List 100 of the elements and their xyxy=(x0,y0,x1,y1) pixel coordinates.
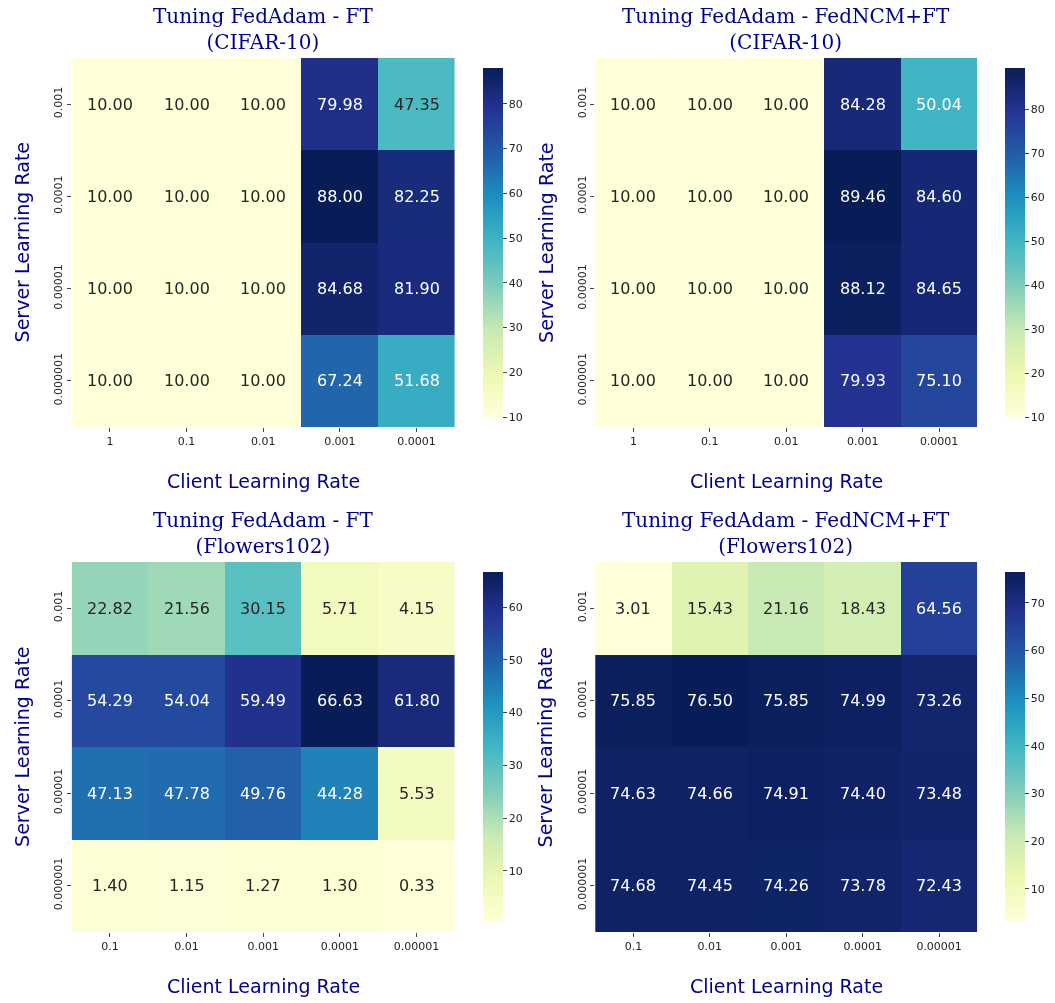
chart-title: Tuning FedAdam - FT (Flowers102) xyxy=(153,508,374,558)
data-label: 10.00 xyxy=(610,187,656,206)
x-tick-label: 0.01 xyxy=(174,940,199,954)
y-tick-label: 0.00001 xyxy=(575,264,589,310)
data-label: 49.76 xyxy=(240,784,286,803)
color-bar-label: 50 xyxy=(1030,692,1045,706)
data-label: 10.00 xyxy=(240,95,286,114)
data-label: 10.00 xyxy=(687,279,733,298)
data-label: 10.00 xyxy=(87,371,133,390)
y-axis-title: Server Learning Rate xyxy=(534,142,557,343)
color-bar-label: 70 xyxy=(508,142,523,156)
data-label: 10.00 xyxy=(687,371,733,390)
x-axis-title: Client Learning Rate xyxy=(167,470,361,492)
y-tick-label: 0.0001 xyxy=(575,175,589,214)
data-label: 30.15 xyxy=(240,599,286,618)
data-label: 10.00 xyxy=(610,279,656,298)
data-label: 89.46 xyxy=(840,187,886,206)
data-label: 79.93 xyxy=(840,371,886,390)
data-label: 73.78 xyxy=(840,876,886,895)
x-tick-label: 0.01 xyxy=(774,435,799,449)
data-label: 10.00 xyxy=(763,95,809,114)
color-bar-label: 10 xyxy=(1030,882,1045,896)
data-label: 54.04 xyxy=(164,691,210,710)
data-label: 74.40 xyxy=(840,784,886,803)
data-label: 22.82 xyxy=(87,599,133,618)
color-bar-label: 60 xyxy=(1030,644,1045,658)
color-bar-label: 10 xyxy=(1030,410,1045,424)
color-bar-label: 50 xyxy=(508,653,523,667)
data-label: 61.80 xyxy=(394,691,440,710)
data-label: 74.99 xyxy=(840,691,886,710)
data-label: 44.28 xyxy=(317,784,363,803)
y-tick-label: 0.00001 xyxy=(575,768,589,815)
data-label: 10.00 xyxy=(87,279,133,298)
y-tick-label: 0.00001 xyxy=(52,264,66,310)
x-tick-label: 0.00001 xyxy=(393,940,440,954)
color-bar-label: 40 xyxy=(508,706,523,720)
data-label: 84.68 xyxy=(317,279,363,298)
data-label: 73.26 xyxy=(916,691,962,710)
data-label: 10.00 xyxy=(164,371,210,390)
data-label: 4.15 xyxy=(399,599,435,618)
y-tick-label: 0.001 xyxy=(52,86,66,119)
data-label: 75.10 xyxy=(916,371,962,390)
data-label: 10.00 xyxy=(164,95,210,114)
color-bar-label: 30 xyxy=(1030,787,1045,801)
data-label: 74.66 xyxy=(687,784,733,803)
data-label: 10.00 xyxy=(687,187,733,206)
data-label: 74.68 xyxy=(610,876,656,895)
data-label: 72.43 xyxy=(916,876,962,895)
x-tick-label: 0.01 xyxy=(697,940,723,954)
x-axis-title: Client Learning Rate xyxy=(690,975,884,997)
chart-title: Tuning FedAdam - FT (CIFAR-10) xyxy=(153,4,374,54)
color-bar-label: 60 xyxy=(508,187,523,201)
x-tick-label: 0.001 xyxy=(324,435,356,449)
data-label: 10.00 xyxy=(763,187,809,206)
data-label: 79.98 xyxy=(317,95,363,114)
color-bar-label: 10 xyxy=(508,410,523,424)
data-label: 1.40 xyxy=(92,876,128,895)
data-label: 64.56 xyxy=(916,599,962,618)
data-label: 74.45 xyxy=(687,876,733,895)
x-axis-title: Client Learning Rate xyxy=(167,975,361,997)
data-label: 3.01 xyxy=(615,599,651,618)
color-bar-label: 20 xyxy=(1030,366,1045,380)
data-label: 84.28 xyxy=(840,95,886,114)
color-bar-label: 10 xyxy=(508,864,523,878)
data-label: 10.00 xyxy=(610,371,656,390)
data-label: 10.00 xyxy=(87,187,133,206)
x-tick-label: 0.001 xyxy=(770,940,803,954)
x-tick-label: 1 xyxy=(629,435,637,449)
color-bar-label: 20 xyxy=(508,812,523,826)
y-tick-label: 0.0001 xyxy=(575,679,589,719)
x-axis-title: Client Learning Rate xyxy=(690,470,884,492)
data-label: 51.68 xyxy=(394,371,440,390)
color-bar-label: 20 xyxy=(1030,834,1045,848)
x-tick-label: 0.0001 xyxy=(397,435,436,449)
color-bar-label: 30 xyxy=(1030,323,1045,337)
data-label: 10.00 xyxy=(687,95,733,114)
data-label: 75.85 xyxy=(763,691,809,710)
data-label: 18.43 xyxy=(840,599,886,618)
data-label: 10.00 xyxy=(240,279,286,298)
x-tick-label: 0.1 xyxy=(101,940,119,954)
y-tick-label: 0.000001 xyxy=(52,352,66,406)
color-bar-label: 80 xyxy=(508,97,523,111)
data-label: 21.56 xyxy=(164,599,210,618)
data-label: 75.85 xyxy=(610,691,656,710)
data-label: 81.90 xyxy=(394,279,440,298)
data-label: 47.35 xyxy=(394,95,440,114)
data-label: 10.00 xyxy=(164,187,210,206)
data-label: 66.63 xyxy=(317,691,363,710)
data-label: 84.65 xyxy=(916,279,962,298)
color-bar-label: 40 xyxy=(508,276,523,290)
data-label: 76.50 xyxy=(687,691,733,710)
x-tick-label: 0.1 xyxy=(177,435,196,449)
data-label: 74.91 xyxy=(763,784,809,803)
data-label: 47.13 xyxy=(87,784,133,803)
data-label: 50.04 xyxy=(916,95,962,114)
x-tick-label: 0.0001 xyxy=(320,940,360,954)
x-tick-label: 0.01 xyxy=(251,435,276,449)
data-label: 5.71 xyxy=(322,599,358,618)
color-bar-label: 60 xyxy=(508,600,523,614)
x-tick-label: 0.0001 xyxy=(843,940,882,954)
